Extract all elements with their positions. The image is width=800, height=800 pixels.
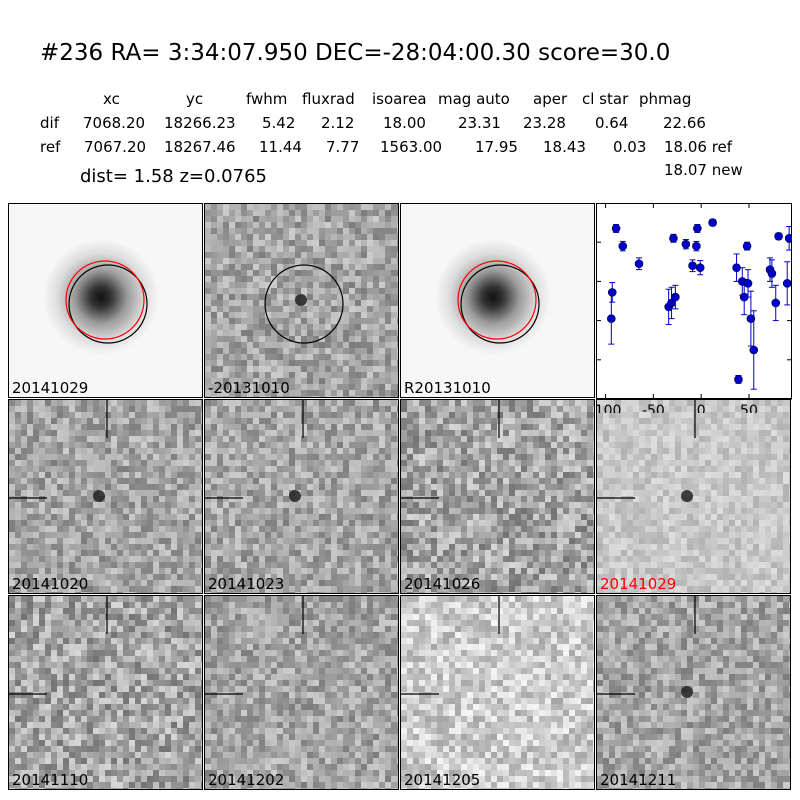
- stamp-image: [9, 596, 202, 789]
- data-point: [681, 238, 691, 250]
- data-point: [746, 290, 756, 347]
- x-tick-label: -100: [596, 403, 621, 413]
- stamp-date-label: 20141029: [12, 379, 89, 397]
- ref-yc: 18267.46: [164, 138, 236, 156]
- dif-cl-star: 0.64: [595, 114, 629, 132]
- ref-mag-auto: 17.95: [475, 138, 518, 156]
- data-point: [693, 224, 702, 233]
- dif-row-label: dif: [40, 114, 59, 132]
- stamp-panel: 20141211: [596, 595, 791, 790]
- data-point: [774, 232, 783, 241]
- page-title: #236 RA= 3:34:07.950 DEC=-28:04:00.30 sc…: [40, 40, 671, 66]
- stamp-panel: 20141026: [400, 399, 595, 594]
- stamp-panel: 20141205: [400, 595, 595, 790]
- stamp-panel: 20141110: [8, 595, 203, 790]
- dif-xc: 7068.20: [83, 114, 146, 132]
- dif-fluxrad: 2.12: [321, 114, 355, 132]
- stamp-panel: 20141202: [204, 595, 399, 790]
- data-point: [708, 218, 717, 227]
- stamp-date-label: 20141020: [12, 575, 89, 593]
- stamp-image: [401, 400, 594, 593]
- stamp-image: [9, 400, 202, 593]
- stamp-panel: R20131010: [400, 203, 595, 398]
- new-magnitude: 18.07 new: [664, 161, 743, 179]
- col-header-yc: yc: [186, 90, 204, 108]
- stamp-panel: 20141023: [204, 399, 399, 594]
- ref-row-label: ref: [40, 138, 61, 156]
- data-point: [732, 253, 741, 282]
- stamp-image: [597, 400, 790, 593]
- col-header-phmag: phmag: [639, 90, 692, 108]
- data-point: [611, 224, 621, 233]
- ref-phmag: 18.06 ref: [664, 138, 733, 156]
- stamp-date-label: 20141211: [600, 771, 677, 789]
- stamp-image: [401, 596, 594, 789]
- stamp-date-label: 20141110: [12, 771, 89, 789]
- ref-fluxrad: 7.77: [326, 138, 360, 156]
- data-point: [771, 284, 781, 322]
- col-header-fluxrad: fluxrad: [302, 90, 355, 108]
- col-header-fwhm: fwhm: [246, 90, 288, 108]
- dif-isoarea: 18.00: [383, 114, 426, 132]
- stamp-date-label: 20141029: [600, 575, 677, 593]
- ref-isoarea: 1563.00: [380, 138, 443, 156]
- data-point: [669, 233, 678, 243]
- stamp-date-label: R20131010: [404, 379, 491, 397]
- col-header-mag-auto: mag auto: [438, 90, 510, 108]
- data-point: [782, 261, 792, 306]
- dif-yc: 18266.23: [164, 114, 236, 132]
- dif-phmag: 22.66: [663, 114, 706, 132]
- stamp-image: [205, 400, 398, 593]
- data-point: [743, 269, 753, 298]
- reference-image: [401, 204, 594, 397]
- ref-cl-star: 0.03: [613, 138, 647, 156]
- data-point: [688, 259, 697, 273]
- x-tick-label: 50: [740, 403, 758, 413]
- data-point: [695, 260, 705, 276]
- data-point: [742, 241, 752, 251]
- stamp-date-label: 20141023: [208, 575, 285, 593]
- data-point: [618, 240, 628, 252]
- data-point: [607, 282, 617, 303]
- galaxy-image: [9, 204, 202, 397]
- data-point: [734, 374, 743, 384]
- col-header-cl-star: cl star: [582, 90, 629, 108]
- data-point: [749, 310, 759, 390]
- difference-image: [205, 204, 398, 397]
- stamp-panel: 20141020: [8, 399, 203, 594]
- distance-redshift: dist= 1.58 z=0.0765: [80, 166, 267, 187]
- data-point: [692, 240, 701, 252]
- col-header-aper: aper: [533, 90, 568, 108]
- data-point: [671, 284, 680, 310]
- stamp-date-label: 20141205: [404, 771, 481, 789]
- stamp-date-label: 20141202: [208, 771, 285, 789]
- stamp-panel: 20141029: [596, 399, 791, 594]
- dif-mag-auto: 23.31: [458, 114, 501, 132]
- dif-fwhm: 5.42: [262, 114, 296, 132]
- stamp-image: [205, 596, 398, 789]
- ref-xc: 7067.20: [84, 138, 147, 156]
- stamp-date-label: 20141026: [404, 575, 481, 593]
- x-tick-label: 0: [697, 403, 706, 413]
- col-header-xc: xc: [103, 90, 120, 108]
- ref-aper: 18.43: [543, 138, 586, 156]
- data-point: [667, 286, 676, 320]
- stamp-panel: -20131010: [204, 203, 399, 398]
- stamp-date-label: -20131010: [208, 379, 290, 397]
- stamp-image: [597, 596, 790, 789]
- data-point: [784, 226, 792, 251]
- ref-fwhm: 11.44: [259, 138, 302, 156]
- stamp-panel: 20141029: [8, 203, 203, 398]
- dif-aper: 23.28: [523, 114, 566, 132]
- data-point: [767, 259, 777, 288]
- x-tick-label: -50: [642, 403, 665, 413]
- data-point: [634, 257, 644, 271]
- col-header-isoarea: isoarea: [372, 90, 427, 108]
